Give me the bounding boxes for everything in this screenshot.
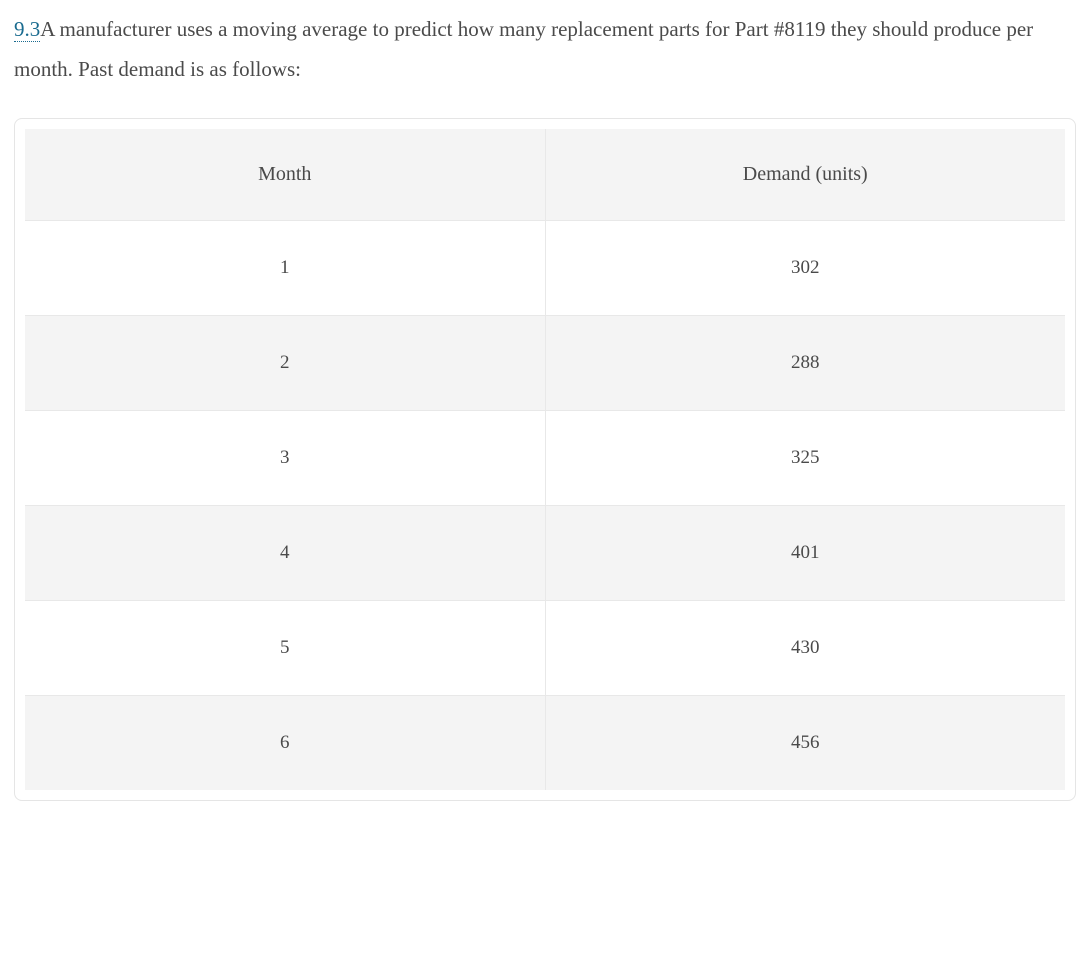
table-header-row: Month Demand (units) <box>25 129 1065 221</box>
cell-month: 1 <box>25 220 545 315</box>
cell-month: 4 <box>25 505 545 600</box>
demand-table: Month Demand (units) 1 302 2 288 3 325 4… <box>25 129 1065 790</box>
cell-month: 2 <box>25 315 545 410</box>
table-row: 5 430 <box>25 600 1065 695</box>
column-header-demand: Demand (units) <box>545 129 1065 221</box>
problem-text-body: A manufacturer uses a moving average to … <box>14 17 1033 81</box>
cell-month: 6 <box>25 695 545 790</box>
table-row: 6 456 <box>25 695 1065 790</box>
demand-table-container: Month Demand (units) 1 302 2 288 3 325 4… <box>14 118 1076 801</box>
table-row: 4 401 <box>25 505 1065 600</box>
cell-demand: 401 <box>545 505 1065 600</box>
table-row: 2 288 <box>25 315 1065 410</box>
problem-statement: 9.3A manufacturer uses a moving average … <box>14 10 1076 90</box>
table-body: 1 302 2 288 3 325 4 401 5 430 6 456 <box>25 220 1065 790</box>
cell-demand: 325 <box>545 410 1065 505</box>
column-header-month: Month <box>25 129 545 221</box>
table-row: 3 325 <box>25 410 1065 505</box>
cell-demand: 302 <box>545 220 1065 315</box>
problem-number: 9.3 <box>14 17 40 42</box>
cell-month: 3 <box>25 410 545 505</box>
table-row: 1 302 <box>25 220 1065 315</box>
cell-demand: 430 <box>545 600 1065 695</box>
cell-demand: 456 <box>545 695 1065 790</box>
cell-month: 5 <box>25 600 545 695</box>
cell-demand: 288 <box>545 315 1065 410</box>
